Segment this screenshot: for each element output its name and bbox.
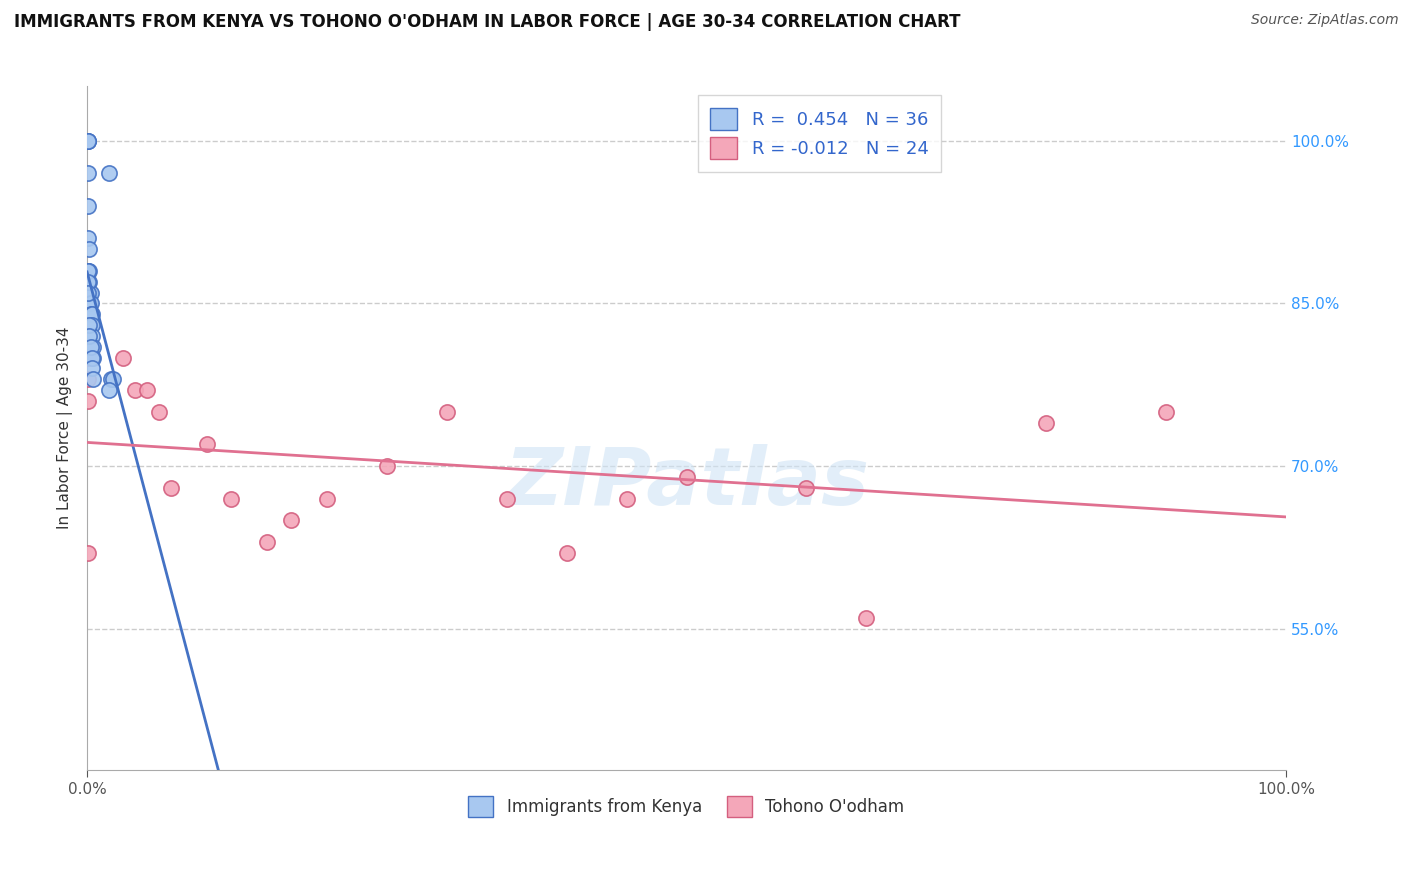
Point: [79, 340, 101, 354]
Point: [555, 546, 578, 560]
Text: ZIPatlas: ZIPatlas: [503, 444, 869, 522]
Point: [77, 134, 100, 148]
Point: [796, 481, 818, 495]
Point: [77, 134, 100, 148]
Point: [124, 383, 146, 397]
Y-axis label: In Labor Force | Age 30-34: In Labor Force | Age 30-34: [58, 327, 73, 530]
Point: [100, 372, 122, 386]
Point: [77, 394, 100, 409]
Point: [77, 285, 100, 300]
Point: [616, 491, 638, 506]
Point: [80, 361, 103, 376]
Point: [77, 264, 100, 278]
Point: [103, 372, 125, 386]
Point: [148, 405, 170, 419]
Point: [79, 285, 101, 300]
Point: [675, 470, 697, 484]
Point: [1035, 416, 1057, 430]
Point: [77, 134, 100, 148]
Point: [79, 296, 101, 310]
Point: [495, 491, 517, 506]
Point: [82, 372, 104, 386]
Point: [219, 491, 242, 506]
Point: [195, 437, 218, 451]
Point: [80, 351, 103, 365]
Point: [160, 481, 183, 495]
Point: [79, 296, 101, 310]
Point: [112, 351, 135, 365]
Point: [80, 307, 103, 321]
Point: [136, 383, 159, 397]
Point: [77, 351, 100, 365]
Point: [315, 491, 337, 506]
Point: [79, 318, 101, 332]
Point: [79, 318, 101, 332]
Point: [77, 231, 100, 245]
Point: [77, 166, 100, 180]
Point: [256, 535, 278, 549]
Text: Source: ZipAtlas.com: Source: ZipAtlas.com: [1251, 13, 1399, 28]
Point: [82, 351, 104, 365]
Point: [79, 296, 101, 310]
Point: [77, 199, 100, 213]
Point: [80, 318, 103, 332]
Text: IMMIGRANTS FROM KENYA VS TOHONO O'ODHAM IN LABOR FORCE | AGE 30-34 CORRELATION C: IMMIGRANTS FROM KENYA VS TOHONO O'ODHAM …: [14, 13, 960, 31]
Point: [375, 459, 398, 474]
Point: [79, 285, 101, 300]
Point: [82, 340, 104, 354]
Point: [79, 285, 101, 300]
Point: [80, 329, 103, 343]
Point: [77, 372, 100, 386]
Point: [97, 383, 120, 397]
Point: [79, 329, 101, 343]
Point: [79, 264, 101, 278]
Point: [77, 275, 100, 289]
Point: [77, 546, 100, 560]
Point: [855, 611, 877, 625]
Point: [77, 264, 100, 278]
Point: [79, 275, 101, 289]
Point: [79, 242, 101, 256]
Point: [1154, 405, 1177, 419]
Point: [79, 307, 101, 321]
Legend: Immigrants from Kenya, Tohono O'odham: Immigrants from Kenya, Tohono O'odham: [461, 789, 911, 823]
Point: [436, 405, 458, 419]
Point: [280, 513, 302, 527]
Point: [97, 166, 120, 180]
